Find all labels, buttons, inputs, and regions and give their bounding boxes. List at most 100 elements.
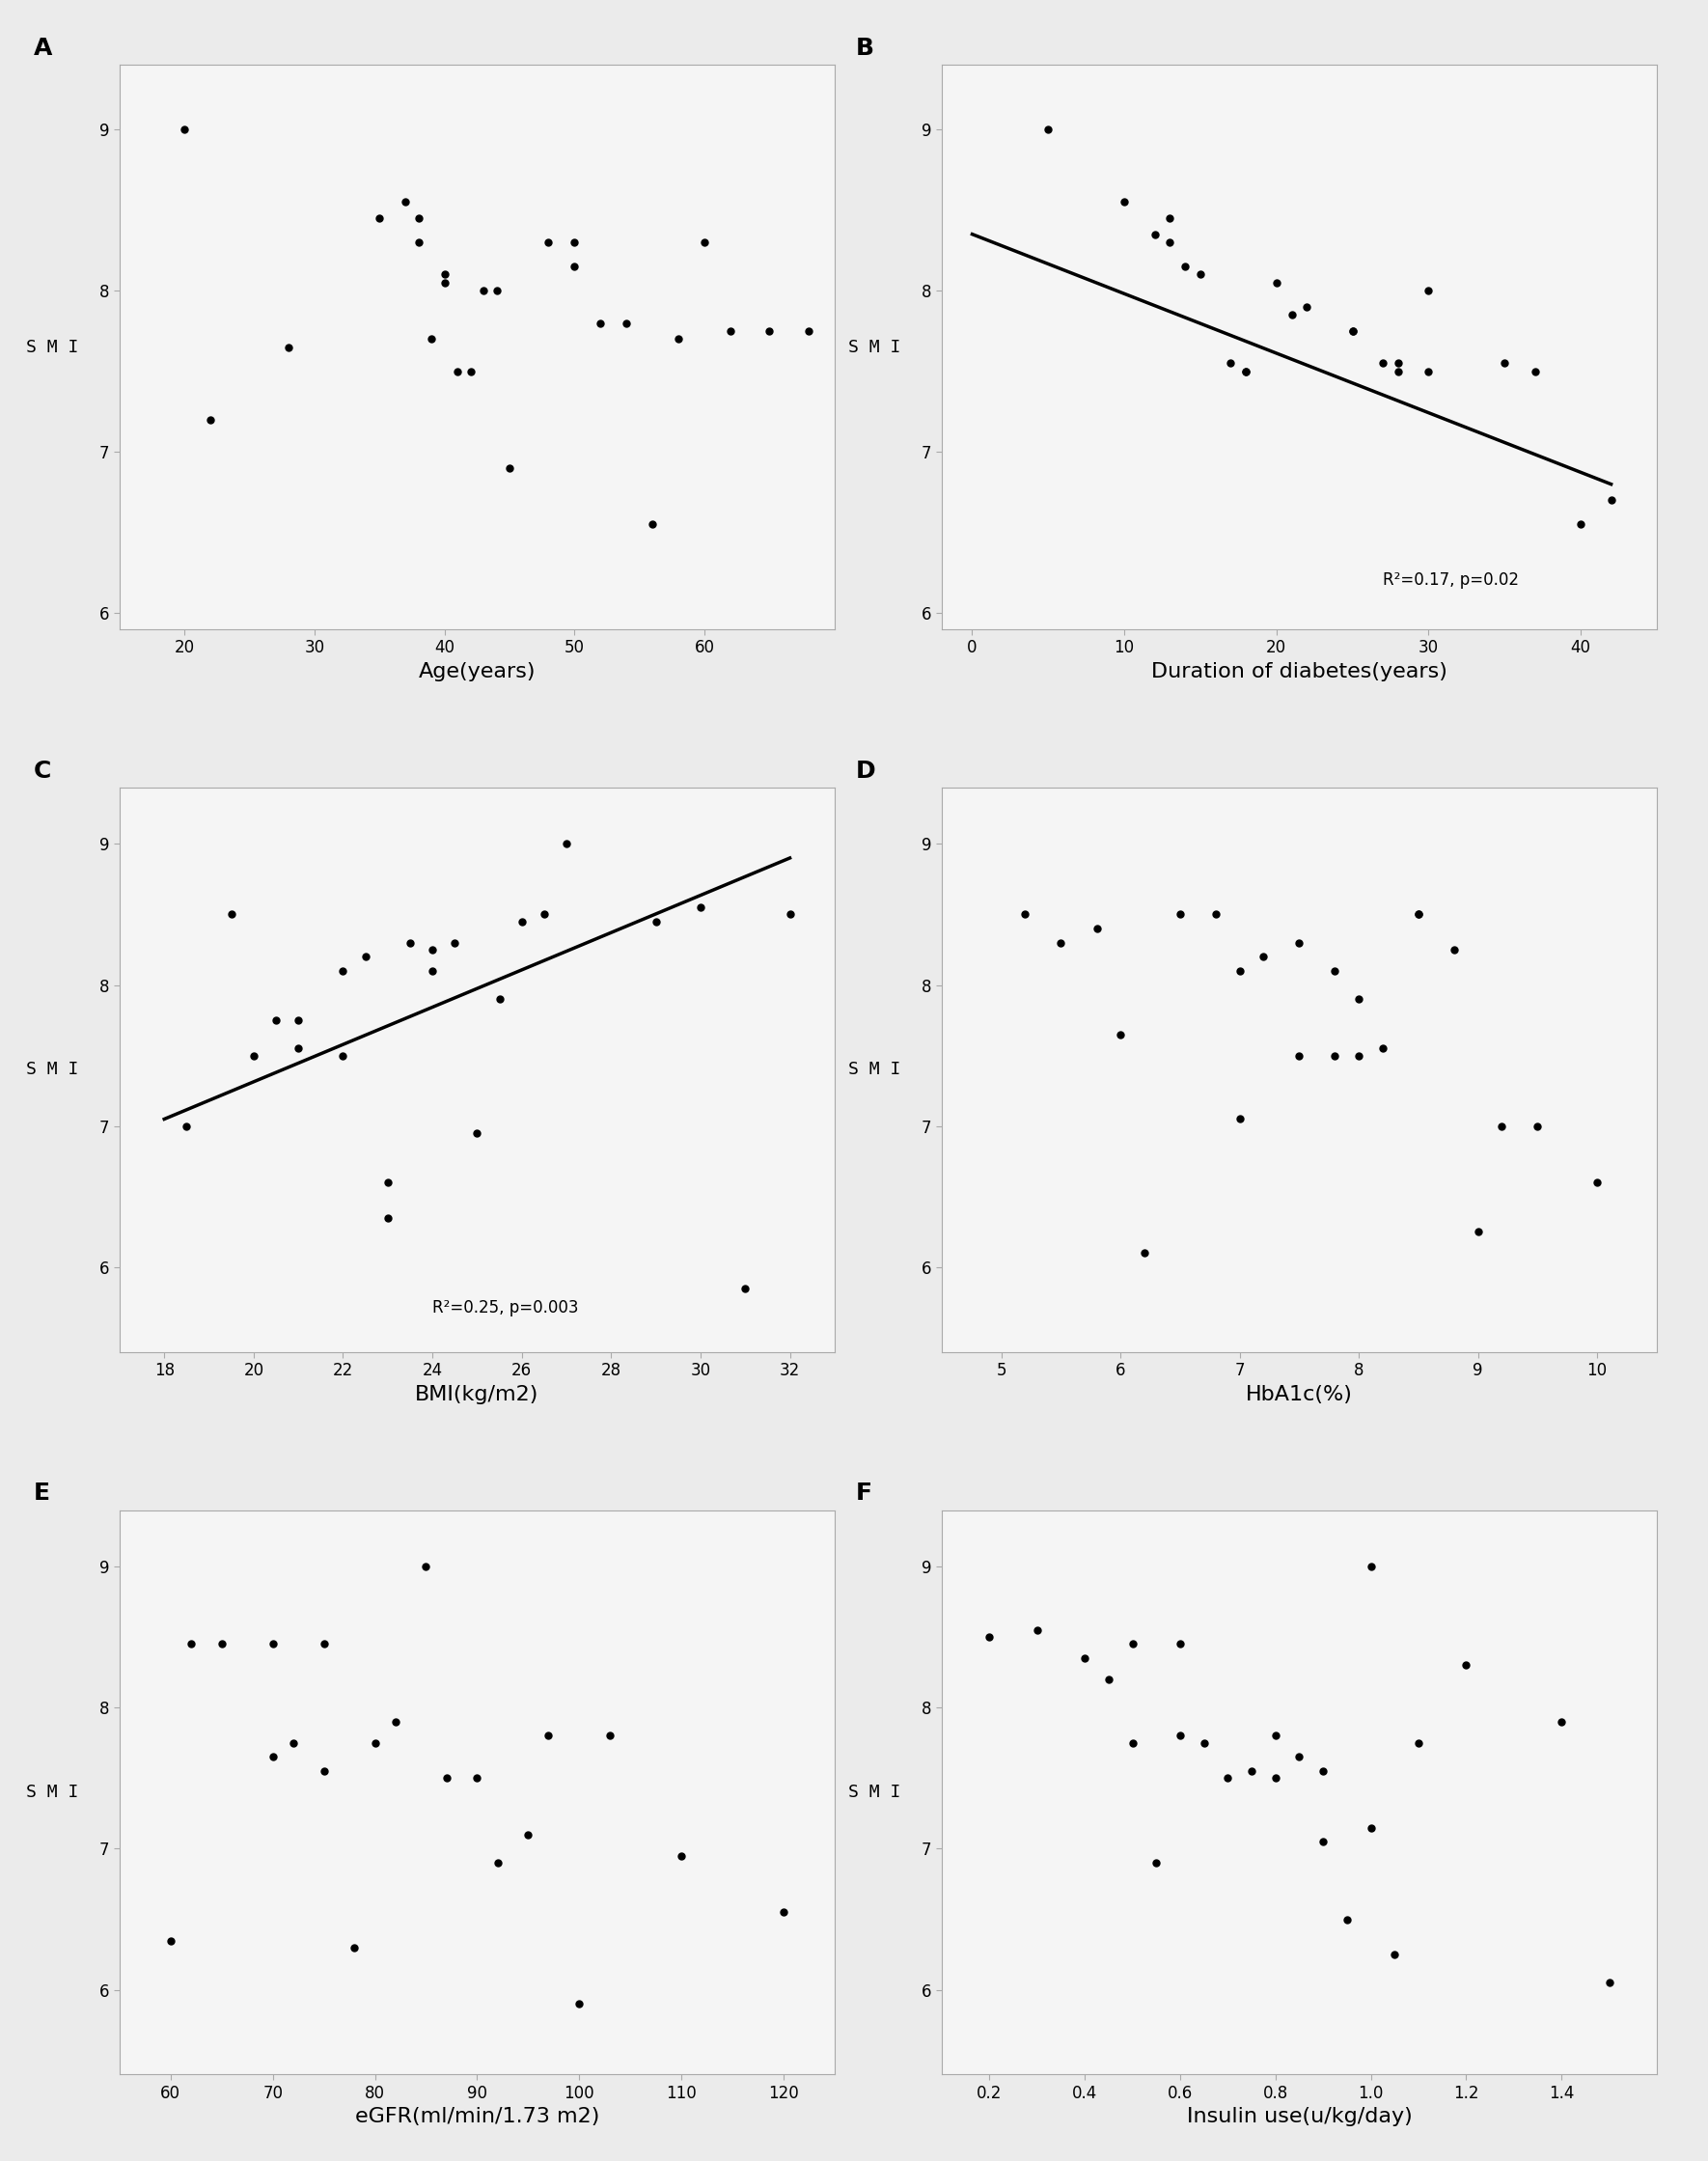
Point	[430, 257, 458, 292]
Point	[412, 1549, 439, 1584]
Point	[1382, 1936, 1409, 1971]
Point	[642, 903, 670, 938]
Y-axis label: S M I: S M I	[849, 1783, 900, 1800]
Point	[1404, 897, 1431, 931]
Point	[362, 1727, 389, 1761]
Point	[1414, 354, 1442, 389]
Point	[1293, 290, 1320, 324]
Point	[1414, 272, 1442, 307]
Point	[514, 1817, 541, 1852]
Point	[157, 1923, 184, 1958]
Point	[1156, 225, 1184, 259]
Point	[374, 1202, 401, 1236]
Text: D: D	[856, 759, 876, 782]
X-axis label: Age(years): Age(years)	[418, 661, 536, 681]
Y-axis label: S M I: S M I	[26, 1783, 79, 1800]
Point	[1491, 346, 1518, 380]
Point	[687, 890, 714, 925]
Point	[483, 272, 511, 307]
Text: A: A	[34, 37, 53, 61]
Point	[1370, 346, 1397, 380]
Point	[280, 1727, 307, 1761]
Point	[731, 1271, 758, 1305]
Point	[1107, 1018, 1134, 1052]
Point	[1595, 1967, 1623, 2001]
Point	[285, 1003, 313, 1037]
Point	[1310, 1824, 1337, 1858]
Point	[507, 903, 535, 938]
Point	[275, 331, 302, 365]
Point	[444, 354, 471, 389]
Point	[1346, 1037, 1373, 1072]
Point	[171, 112, 198, 147]
Point	[239, 1037, 266, 1072]
Point	[1346, 981, 1373, 1016]
Point	[1119, 1727, 1146, 1761]
Point	[1071, 1640, 1098, 1675]
Point	[405, 225, 432, 259]
Y-axis label: S M I: S M I	[849, 339, 900, 357]
Point	[1404, 1727, 1431, 1761]
Point	[418, 322, 446, 357]
Point	[470, 272, 497, 307]
Text: R²=0.25, p=0.003: R²=0.25, p=0.003	[432, 1299, 579, 1316]
Text: B: B	[856, 37, 874, 61]
Point	[1452, 1649, 1479, 1683]
Point	[285, 1031, 313, 1065]
Point	[770, 1895, 798, 1930]
Point	[1370, 1031, 1397, 1065]
Point	[668, 1839, 695, 1874]
Point	[1238, 1755, 1266, 1789]
Point	[1011, 897, 1038, 931]
Text: C: C	[34, 759, 51, 782]
Point	[342, 1930, 369, 1964]
Point	[794, 313, 822, 348]
Point	[418, 931, 446, 966]
Point	[456, 354, 483, 389]
Point	[463, 1115, 490, 1150]
Point	[757, 313, 784, 348]
Point	[1488, 1109, 1515, 1143]
Point	[1583, 1165, 1611, 1199]
Point	[405, 201, 432, 236]
Point	[1339, 313, 1366, 348]
Point	[432, 1761, 459, 1796]
Point	[173, 1109, 200, 1143]
Point	[1226, 953, 1254, 988]
Point	[1404, 897, 1431, 931]
Point	[196, 402, 224, 437]
Point	[531, 897, 559, 931]
Point	[1278, 298, 1305, 333]
Text: R²=0.17, p=0.02: R²=0.17, p=0.02	[1383, 573, 1518, 590]
Point	[588, 305, 615, 339]
Point	[1358, 1811, 1385, 1845]
Point	[1035, 112, 1062, 147]
Point	[775, 897, 803, 931]
Point	[553, 828, 581, 862]
Point	[535, 225, 562, 259]
Point	[1522, 354, 1549, 389]
X-axis label: Insulin use(u/kg/day): Insulin use(u/kg/day)	[1187, 2107, 1413, 2126]
Point	[381, 1705, 408, 1740]
Point	[565, 1986, 593, 2021]
Point	[1385, 346, 1413, 380]
Point	[560, 249, 588, 283]
Point	[1262, 266, 1290, 300]
Point	[1023, 1612, 1050, 1647]
Point	[208, 1627, 236, 1662]
Point	[374, 1165, 401, 1199]
Point	[1597, 484, 1624, 519]
Point	[1547, 1705, 1575, 1740]
Point	[178, 1627, 205, 1662]
Point	[1358, 1549, 1385, 1584]
Point	[1131, 1236, 1158, 1271]
Point	[596, 1718, 623, 1753]
Point	[330, 1037, 357, 1072]
Point	[1141, 216, 1168, 251]
Point	[260, 1627, 287, 1662]
X-axis label: HbA1c(%): HbA1c(%)	[1245, 1385, 1353, 1405]
Point	[1110, 184, 1138, 218]
Point	[263, 1003, 290, 1037]
Point	[217, 897, 244, 931]
Point	[352, 940, 379, 975]
